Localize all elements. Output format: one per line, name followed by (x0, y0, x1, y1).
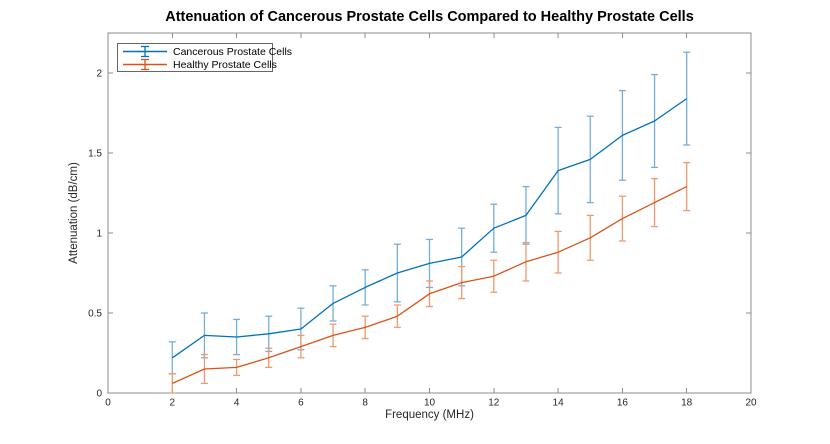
x-tick-label: 0 (105, 397, 111, 408)
legend-item-healthy: Healthy Prostate Cells (122, 58, 277, 71)
y-tick-label: 0 (96, 389, 102, 400)
errorbar-sample-icon-healthy (123, 58, 167, 71)
legend-label-cancerous: Cancerous Prostate Cells (173, 45, 293, 58)
x-tick-label: 8 (362, 397, 368, 408)
x-tick-label: 18 (681, 397, 693, 408)
y-tick-label: 2 (96, 69, 102, 80)
x-tick-label: 12 (488, 397, 500, 408)
legend-label-healthy: Healthy Prostate Cells (173, 58, 277, 71)
x-tick-label: 20 (745, 397, 757, 408)
legend: Cancerous Prostate Cells Healthy Prostat… (117, 43, 292, 72)
x-axis-label: Frequency (MHz) (385, 409, 474, 421)
y-tick-label: 1 (96, 229, 102, 240)
x-tick-label: 16 (617, 397, 629, 408)
chart-title: Attenuation of Cancerous Prostate Cells … (165, 9, 694, 25)
x-tick-label: 2 (170, 397, 176, 408)
x-tick-label: 4 (234, 397, 240, 408)
errorbar-sample-icon-cancerous (123, 45, 167, 58)
series-line-1 (172, 186, 687, 384)
y-tick-label: 0.5 (88, 309, 102, 320)
x-tick-label: 6 (298, 397, 304, 408)
x-tick-label: 10 (424, 397, 436, 408)
legend-item-cancerous: Cancerous Prostate Cells (122, 45, 292, 58)
series-line-0 (171, 98, 688, 359)
y-tick-label: 1.5 (88, 149, 102, 160)
x-tick-label: 14 (553, 397, 565, 408)
